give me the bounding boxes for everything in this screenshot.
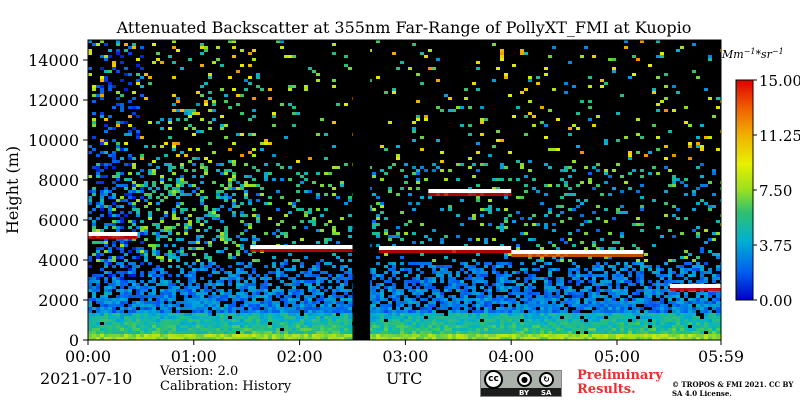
data-gap xyxy=(352,40,371,340)
x-axis: 00:00 01:00 02:00 03:00 04:00 05:00 05:59 xyxy=(65,340,744,366)
y-tick-label: 6000 xyxy=(38,211,79,230)
cloud-layer-edge xyxy=(378,250,512,253)
colorbar-tick-label: 11.25 xyxy=(759,127,800,145)
colorbar xyxy=(735,79,754,301)
y-tick-label: 8000 xyxy=(38,171,79,190)
colorbar-unit: Mm−1*sr−1 xyxy=(721,47,784,61)
by-label: BY xyxy=(519,389,530,397)
y-tick-label: 12000 xyxy=(28,91,79,110)
cloud-layers xyxy=(88,189,721,291)
x-tick-label: 02:00 xyxy=(277,347,323,366)
y-tick-label: 14000 xyxy=(28,51,79,70)
colorbar-tick-label: 15.00 xyxy=(759,72,800,90)
copyright-note: © TROPOS & FMI 2021. CC BY SA 4.0 Licens… xyxy=(672,380,794,398)
colorbar-tick-label: 7.50 xyxy=(759,182,792,200)
cloud-layer-edge xyxy=(428,193,512,196)
colorbar-tick-label: 0.00 xyxy=(759,292,792,310)
date-label: 2021-07-10 xyxy=(40,369,133,388)
cloud-layer xyxy=(511,250,644,254)
colorbar-tick-label: 3.75 xyxy=(759,237,792,255)
y-tick-label: 4000 xyxy=(38,251,79,270)
calibration-label: Calibration: History xyxy=(160,379,292,394)
cloud-layer-edge xyxy=(669,288,721,291)
x-tick-label: 05:59 xyxy=(698,347,744,366)
share-alike-icon: ↻ xyxy=(539,372,554,387)
chart-title: Attenuated Backscatter at 355nm Far-Rang… xyxy=(116,18,692,37)
person-icon: ● xyxy=(517,372,532,387)
version-label: Version: 2.0 xyxy=(160,364,239,379)
y-tick-label: 2000 xyxy=(38,291,79,310)
colorbar-ticks: 15.00 11.25 7.50 3.75 0.00 xyxy=(753,72,800,310)
y-tick-label: 10000 xyxy=(28,131,79,150)
y-tick-label: 0 xyxy=(69,331,79,350)
cloud-layer xyxy=(88,232,138,236)
x-axis-label: UTC xyxy=(386,369,423,388)
cc-icon: cc xyxy=(484,370,503,389)
x-tick-label: 00:00 xyxy=(65,347,111,366)
heatmap-cells xyxy=(88,40,721,340)
cloud-layer-edge xyxy=(250,249,353,252)
cloud-layer xyxy=(378,246,512,250)
sa-label: SA xyxy=(541,389,552,397)
cloud-layer xyxy=(669,284,721,288)
x-tick-label: 04:00 xyxy=(488,347,534,366)
x-tick-label: 01:00 xyxy=(171,347,217,366)
y-axis-label: Height (m) xyxy=(3,146,22,234)
preliminary-note: Preliminary Results. xyxy=(577,368,663,397)
cloud-layer-edge xyxy=(511,254,644,257)
cloud-layer xyxy=(428,189,512,193)
x-tick-label: 05:00 xyxy=(594,347,640,366)
x-tick-label: 03:00 xyxy=(382,347,428,366)
y-axis: 0 2000 4000 6000 8000 10000 12000 14000 xyxy=(28,51,88,350)
cc-by-sa-badge: cc ● ↻ BY SA xyxy=(480,370,562,397)
cloud-layer-edge xyxy=(88,236,138,239)
cloud-layer xyxy=(250,245,353,249)
plot-frame xyxy=(87,39,722,341)
